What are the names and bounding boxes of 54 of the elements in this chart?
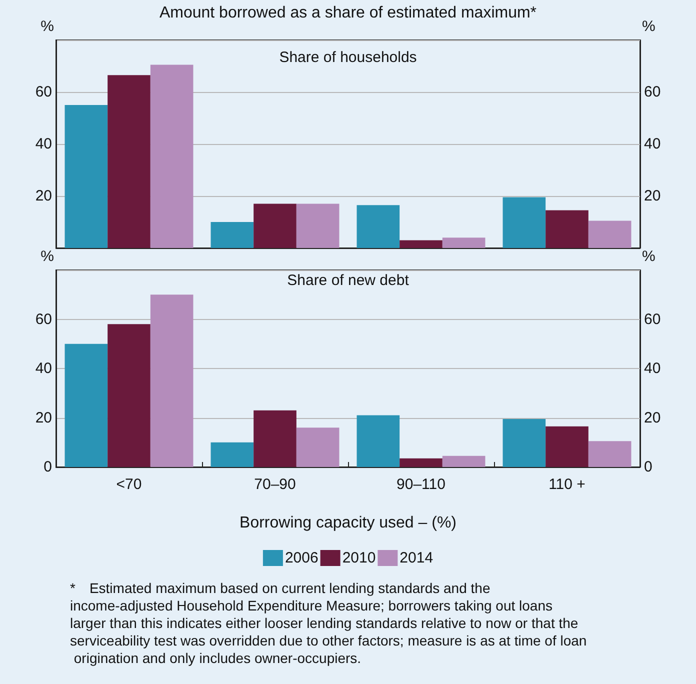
y2-tick-label: 60	[644, 310, 661, 328]
bar	[502, 197, 546, 248]
bar	[502, 418, 546, 467]
y2-axis-title: %	[642, 18, 656, 35]
x-tick-label: 70–90	[254, 476, 296, 493]
bar	[546, 210, 588, 248]
bar	[64, 105, 108, 248]
bar	[296, 428, 340, 467]
y-tick-label: 60	[35, 310, 52, 328]
y2-tick-label: 20	[644, 409, 661, 426]
y-tick-label: 60	[35, 84, 52, 100]
bar	[150, 64, 194, 248]
bar	[64, 344, 108, 467]
bar	[588, 220, 632, 248]
text: Share of households	[279, 49, 417, 66]
y-tick-label: 0	[44, 458, 52, 476]
bar	[546, 426, 588, 467]
legend-label: 2010	[342, 550, 376, 566]
legend-label: 2014	[400, 550, 434, 566]
bar	[150, 294, 194, 467]
bar	[210, 222, 254, 248]
bar	[400, 458, 442, 467]
x-axis-title: Borrowing capacity used – (%)	[240, 514, 456, 532]
bar	[254, 410, 296, 467]
text: * Estimated maximum based on current lending standards and the income-adjusted Household Expenditure Measure; borrowers taking out loans larger than this indicates either looser lending standards relative to now or that the serviceability test was overridden due to other factors; measure is as at time of loan origination and only includes owner-occupiers.	[70, 580, 587, 666]
y2-tick-label: 60	[644, 84, 661, 100]
y-tick-label: 20	[35, 409, 52, 426]
bar	[296, 204, 340, 248]
bar	[356, 205, 400, 248]
y2-tick-label: 40	[644, 136, 661, 152]
y-tick-label: 40	[35, 360, 52, 377]
y-tick-label: 20	[35, 188, 52, 204]
y-axis-title: %	[40, 248, 54, 265]
bar	[400, 240, 442, 248]
bar	[108, 75, 150, 248]
bar	[356, 415, 400, 467]
bar	[108, 324, 150, 467]
y2-axis-title: %	[642, 248, 656, 265]
chart-subtitle: Share of new debt	[287, 272, 410, 289]
y2-tick-label: 0	[644, 458, 652, 476]
y-axis-title: %	[40, 18, 54, 35]
y-tick-label: 40	[35, 136, 52, 152]
x-tick-label: 110 +	[548, 476, 586, 493]
x-tick-label: <70	[116, 476, 142, 493]
y2-tick-label: 40	[644, 360, 661, 377]
x-tick-label: 90–110	[396, 476, 446, 493]
legend-label: 2006	[284, 550, 318, 566]
bar	[254, 204, 296, 248]
chart-title: Amount borrowed as a share of estimated maximum*	[159, 4, 537, 22]
y2-tick-label: 20	[644, 188, 661, 204]
bar	[442, 456, 486, 467]
bar	[442, 238, 486, 248]
bar	[588, 441, 632, 467]
bar	[210, 442, 254, 467]
